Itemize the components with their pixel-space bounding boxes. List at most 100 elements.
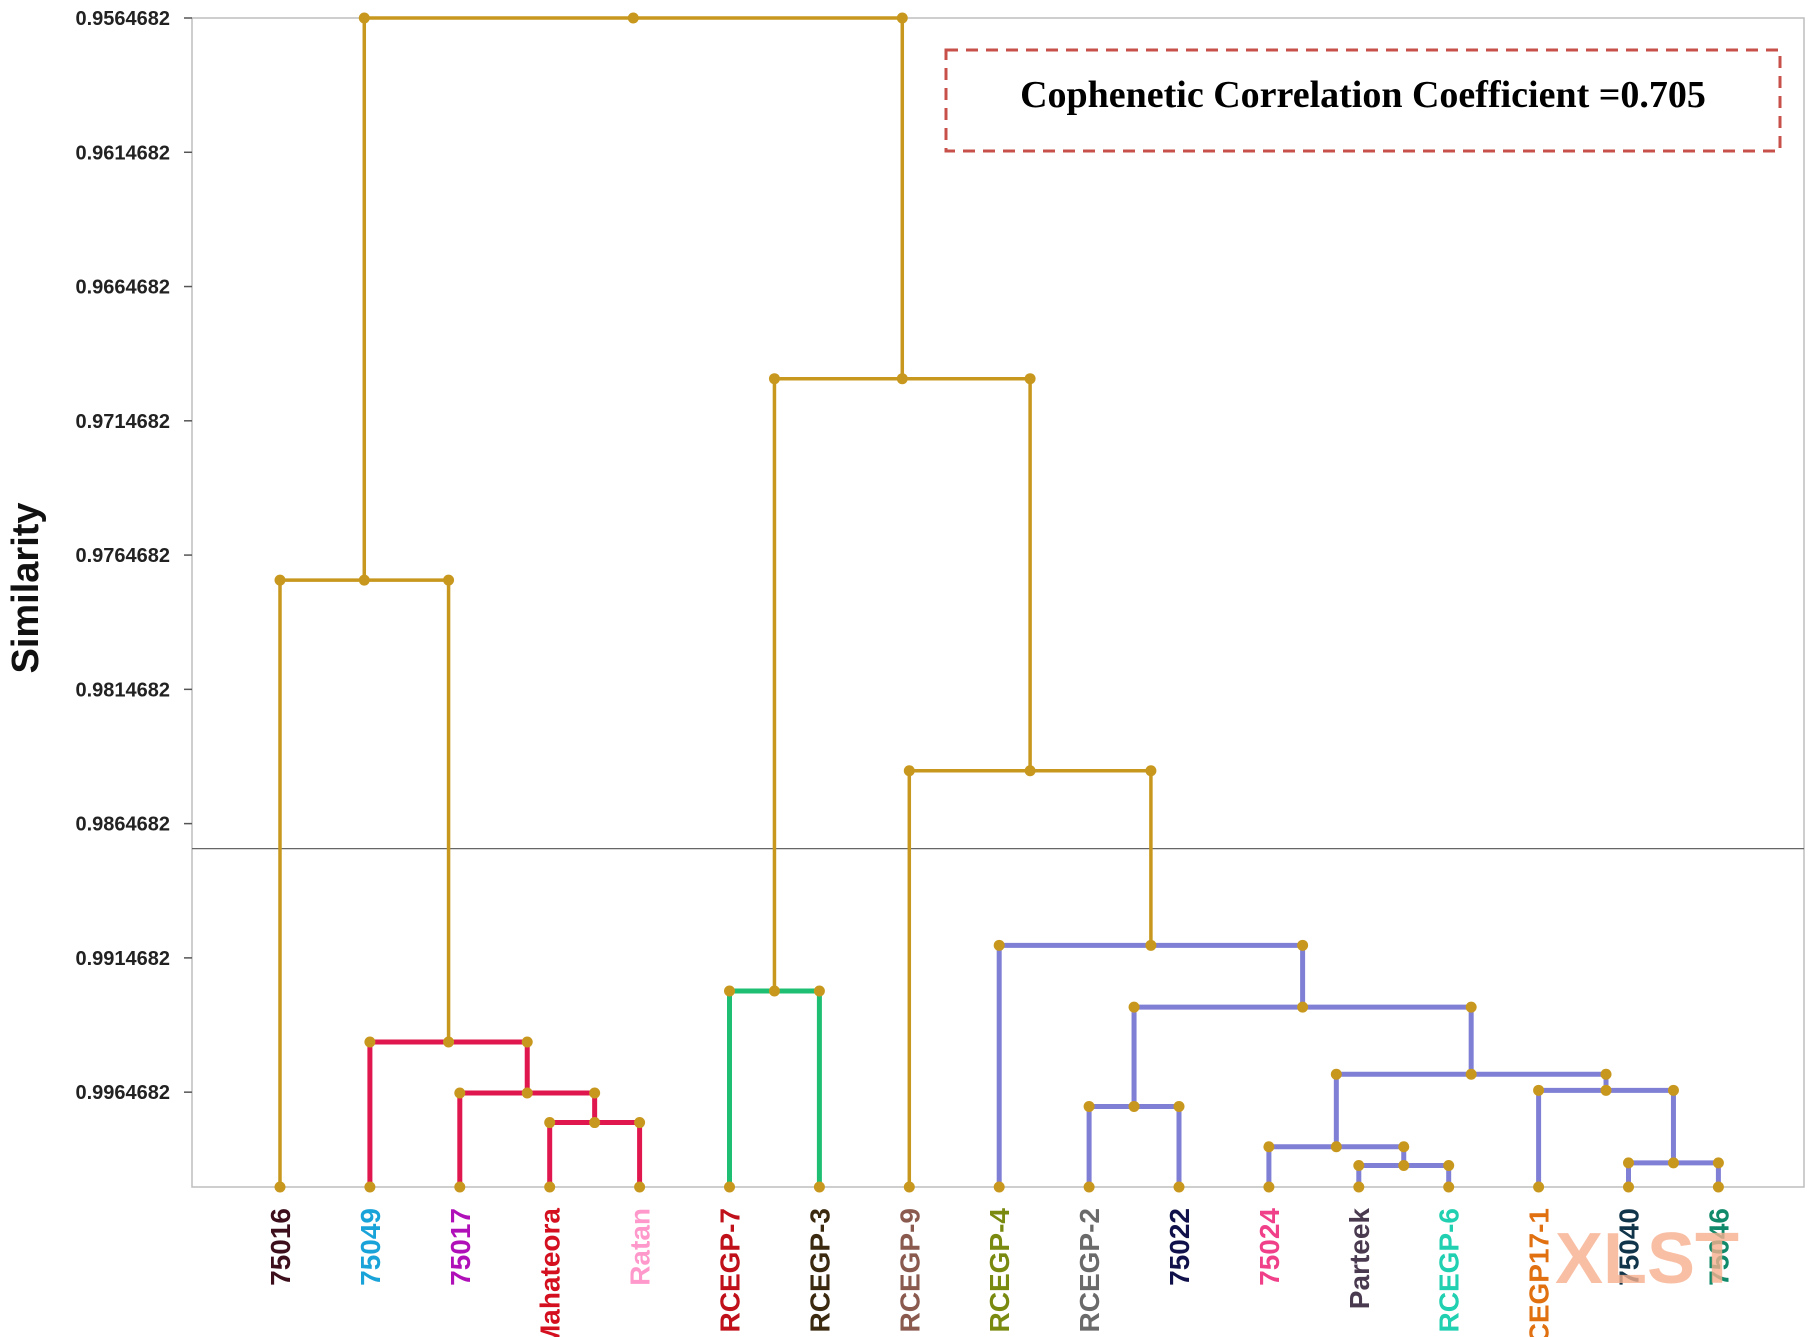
leaf-label: Ratan: [625, 1208, 656, 1286]
y-tick-label: 0.9814682: [75, 679, 170, 701]
node-point: [1145, 939, 1157, 951]
node-point: [1533, 1084, 1545, 1096]
merge-link: [367, 1039, 530, 1187]
annotation-text: Cophenetic Correlation Coefficient =0.70…: [1020, 74, 1706, 116]
node-point: [1600, 1084, 1612, 1096]
node-point: [993, 1181, 1005, 1193]
merge-link: [727, 988, 822, 1187]
node-point: [589, 1087, 601, 1099]
node-point: [521, 1036, 533, 1048]
leaf-label: 75024: [1254, 1208, 1285, 1286]
node-point: [634, 1117, 646, 1129]
node-point: [589, 1117, 601, 1129]
leaf-label: RCEGP-6: [1434, 1208, 1465, 1332]
y-tick-label: 0.9664682: [75, 277, 170, 299]
leaf-label: 75017: [445, 1208, 476, 1286]
leaf-label: RCEGP-3: [804, 1208, 835, 1332]
node-point: [364, 1181, 376, 1193]
merge-link: [996, 942, 1306, 1187]
leaf-label: 75049: [355, 1208, 386, 1286]
watermark-text: XLST: [1555, 1219, 1739, 1299]
node-point: [768, 985, 780, 997]
node-point: [1600, 1068, 1612, 1080]
merge-link: [1536, 1087, 1676, 1187]
node-point: [1083, 1181, 1095, 1193]
node-point: [1297, 1001, 1309, 1013]
node-point: [454, 1087, 466, 1099]
node-point: [1145, 765, 1157, 777]
y-tick-label: 0.9714682: [75, 411, 170, 433]
leaf-label: 75046: [1703, 1208, 1734, 1286]
leaf-label: 75022: [1164, 1208, 1195, 1286]
node-point: [1398, 1160, 1410, 1172]
node-point: [443, 1036, 455, 1048]
node-point: [1398, 1141, 1410, 1153]
merge-link: [772, 376, 1032, 991]
node-point: [813, 985, 825, 997]
y-tick-label: 0.9614682: [75, 142, 170, 164]
node-point: [1667, 1157, 1679, 1169]
node-point: [724, 1181, 735, 1193]
merge-link: [547, 1120, 643, 1187]
node-point: [903, 1181, 915, 1193]
node-point: [768, 373, 780, 385]
node-point: [1443, 1181, 1455, 1193]
node-point: [813, 1181, 825, 1193]
merge-link: [907, 769, 1153, 1187]
y-tick-label: 0.9564682: [75, 8, 170, 30]
merge-link: [1333, 1071, 1609, 1147]
leaf-label: Mahateora: [535, 1208, 566, 1337]
leaf-label: RCEGP-2: [1074, 1208, 1105, 1332]
node-point: [627, 12, 639, 24]
annotation-box: Cophenetic Correlation Coefficient =0.70…: [944, 48, 1782, 153]
node-point: [1024, 765, 1036, 777]
merge-link: [1086, 1103, 1182, 1187]
node-point: [274, 1181, 286, 1193]
dendrogram-nodes: [274, 12, 1724, 1193]
node-point: [1353, 1181, 1365, 1193]
node-point: [1263, 1141, 1275, 1153]
merge-link: [278, 578, 451, 1187]
node-point: [724, 985, 735, 997]
leaf-labels: 75016 75049 75017 Mahateora Ratan RCEGP-7 RCEG…: [265, 1208, 1734, 1337]
node-point: [896, 12, 908, 24]
leaf-label: RCEGP17-1: [1524, 1208, 1555, 1337]
node-point: [443, 574, 455, 586]
node-point: [993, 939, 1005, 951]
node-point: [1083, 1100, 1095, 1112]
node-point: [358, 574, 370, 586]
node-point: [1353, 1160, 1365, 1172]
y-tick-label: 0.9864682: [75, 814, 170, 836]
leaf-label: 75040: [1614, 1208, 1645, 1286]
y-tick-label: 0.9914682: [75, 948, 170, 970]
node-point: [1667, 1084, 1679, 1096]
node-point: [1128, 1100, 1140, 1112]
leaf-label: Parteek: [1344, 1208, 1375, 1310]
node-point: [634, 1181, 646, 1193]
node-point: [1533, 1181, 1545, 1193]
leaf-label: 75016: [265, 1208, 296, 1286]
node-point: [274, 574, 286, 586]
y-tick-label: 0.9764682: [75, 545, 170, 567]
y-axis-label: Similarity: [5, 502, 47, 673]
node-point: [521, 1087, 533, 1099]
node-point: [1128, 1001, 1140, 1013]
node-point: [1712, 1181, 1724, 1193]
node-point: [1623, 1181, 1634, 1193]
node-point: [1263, 1181, 1275, 1193]
leaf-label: RCEGP-7: [715, 1208, 746, 1332]
node-point: [1443, 1160, 1455, 1172]
node-point: [1173, 1181, 1185, 1193]
node-point: [1297, 939, 1309, 951]
node-point: [1623, 1157, 1634, 1169]
node-point: [364, 1036, 376, 1048]
node-point: [1465, 1068, 1477, 1080]
merge-link: [362, 16, 905, 581]
node-point: [1712, 1157, 1724, 1169]
node-point: [454, 1181, 466, 1193]
leaf-label: RCEGP-9: [894, 1208, 925, 1332]
node-point: [1330, 1141, 1342, 1153]
merge-link: [1131, 1004, 1474, 1107]
dendrogram-links: [278, 16, 1721, 1187]
